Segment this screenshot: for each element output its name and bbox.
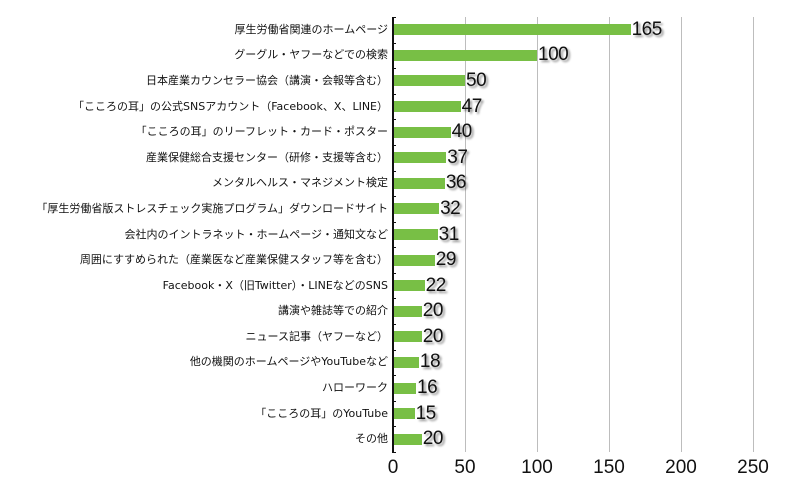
- x-tick-label: 150: [593, 457, 625, 478]
- category-label: 講演や雑誌等での紹介: [278, 304, 388, 318]
- category-label: 「厚生労働省版ストレスチェック実施プログラム」ダウンロードサイト: [36, 201, 388, 215]
- bar: [393, 229, 438, 240]
- gridline: [609, 17, 610, 452]
- y-axis-tick: [392, 400, 396, 402]
- x-tick-label: 0: [387, 457, 399, 478]
- bar: [393, 408, 415, 420]
- bar: [393, 101, 461, 113]
- value-label: 31: [438, 223, 460, 245]
- value-label: 20: [422, 300, 444, 322]
- bar: [393, 24, 631, 36]
- y-axis-line: [392, 17, 394, 452]
- bar: [393, 126, 451, 138]
- y-axis-tick: [392, 119, 396, 121]
- value-label: 18: [419, 351, 441, 373]
- value-label: 15: [415, 402, 437, 424]
- x-tick-label: 50: [454, 457, 476, 478]
- bar: [393, 433, 422, 445]
- bar: [393, 254, 435, 266]
- category-label: 「こころの耳」のYouTube: [255, 406, 388, 420]
- category-label: 日本産業カウンセラー協会（講演・会報等含む）: [146, 73, 388, 87]
- value-label: 100: [538, 44, 569, 66]
- value-label: 47: [461, 95, 483, 117]
- bar: [393, 331, 422, 343]
- bar: [393, 356, 419, 368]
- y-axis-tick: [392, 349, 396, 351]
- category-label: その他: [355, 432, 388, 446]
- category-label: 厚生労働省関連のホームページ: [234, 22, 388, 36]
- category-label: ハローワーク: [322, 381, 388, 395]
- value-label: 32: [440, 197, 461, 219]
- bar: [393, 152, 447, 164]
- category-label: メンタルヘルス・マネジメント検定: [212, 176, 388, 190]
- x-tick-label: 250: [737, 457, 769, 478]
- y-axis-tick: [392, 247, 396, 249]
- category-label: 「こころの耳」のリーフレット・カード・ポスター: [135, 125, 388, 139]
- category-label: Facebook・X（旧Twitter）・LINEなどのSNS: [162, 278, 388, 292]
- value-label: 16: [417, 377, 438, 399]
- x-tick-label: 100: [521, 457, 553, 478]
- value-label: 20: [422, 428, 444, 450]
- value-label: 29: [435, 249, 457, 271]
- bar: [393, 75, 465, 87]
- gridline: [681, 17, 682, 452]
- category-label: グーグル・ヤフーなどでの検索: [234, 48, 388, 62]
- x-tick-label: 200: [665, 457, 697, 478]
- bar: [393, 203, 440, 215]
- category-label: 産業保健総合支援センター（研修・支援等含む）: [146, 150, 388, 164]
- category-label: 「こころの耳」の公式SNSアカウント（Facebook、X、LINE）: [73, 99, 388, 113]
- y-axis-tick: [392, 375, 396, 377]
- y-axis-tick: [392, 17, 396, 18]
- y-axis-tick: [392, 170, 396, 172]
- bar: [393, 305, 422, 317]
- y-axis-tick: [392, 272, 396, 274]
- bar: [393, 382, 417, 394]
- bar: [393, 177, 445, 189]
- value-label: 165: [631, 18, 663, 40]
- category-label: 周囲にすすめられた（産業医など産業保健スタッフ等を含む）: [79, 253, 388, 267]
- y-axis-tick: [392, 221, 396, 223]
- y-axis-tick: [392, 426, 396, 428]
- y-axis-tick: [392, 196, 396, 198]
- y-axis-tick: [392, 68, 396, 70]
- value-label: 50: [466, 69, 487, 91]
- value-label: 40: [451, 121, 473, 143]
- bar: [393, 280, 425, 292]
- y-axis-tick: [392, 144, 396, 146]
- gridline: [537, 17, 538, 452]
- value-label: 36: [445, 172, 467, 194]
- value-label: 37: [447, 146, 468, 168]
- gridline: [753, 17, 754, 452]
- category-label: 他の機関のホームページやYouTubeなど: [189, 355, 388, 369]
- category-label: ニュース記事（ヤフーなど）: [245, 329, 388, 343]
- gridline: [465, 17, 466, 452]
- y-axis-tick: [392, 452, 396, 453]
- y-axis-tick: [392, 42, 396, 44]
- value-label: 22: [425, 274, 447, 296]
- value-label: 20: [422, 325, 444, 347]
- y-axis-tick: [392, 298, 396, 300]
- y-axis-tick: [392, 93, 396, 95]
- y-axis-tick: [392, 324, 396, 326]
- category-label: 会社内のイントラネット・ホームページ・通知文など: [124, 227, 388, 241]
- bar: [393, 49, 537, 61]
